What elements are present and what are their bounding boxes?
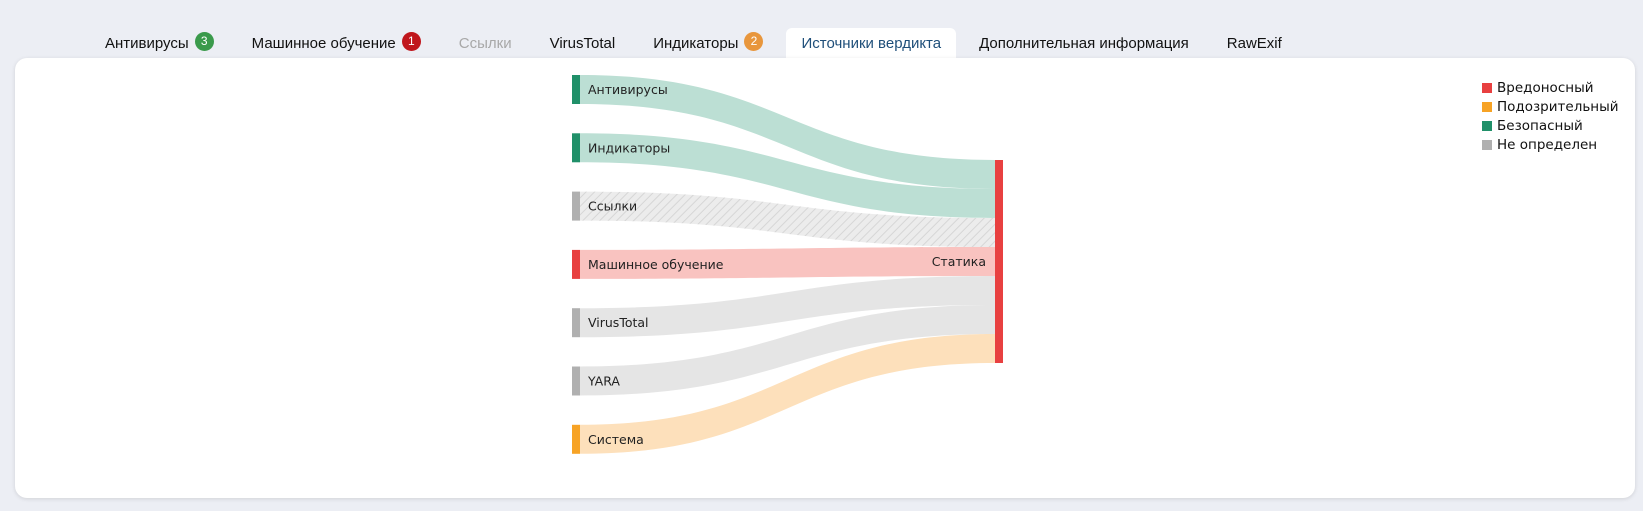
- tab-links: Ссылки: [444, 28, 527, 58]
- sankey-source-label: Индикаторы: [588, 140, 670, 155]
- legend-label: Подозрительный: [1497, 98, 1619, 115]
- tab-label: RawExif: [1226, 34, 1282, 52]
- sankey-source-node: [572, 249, 580, 279]
- sankey-source-label: Машинное обучение: [588, 257, 724, 272]
- tab-label: VirusTotal: [549, 34, 616, 52]
- legend-label: Безопасный: [1497, 117, 1583, 134]
- sankey-link: [580, 191, 995, 247]
- sankey-source-label: Антивирусы: [588, 82, 668, 97]
- tab-bar: Антивирусы 3 Машинное обучение 1 Ссылки Virus…: [90, 28, 1305, 58]
- sankey-chart: Антивирусы Индикаторы Ссылки Машинное обуче…: [572, 75, 1003, 454]
- legend-swatch: [1482, 82, 1492, 93]
- sankey-source-node: [572, 191, 580, 221]
- legend-item: Безопасный: [1482, 116, 1619, 135]
- legend-swatch: [1482, 120, 1492, 131]
- legend-label: Вредоносный: [1497, 79, 1594, 96]
- verdict-sources-panel: Антивирусы Индикаторы Ссылки Машинное обуче…: [15, 58, 1635, 498]
- sankey-target-label: Статика: [932, 254, 986, 269]
- sankey-links: [580, 75, 995, 454]
- sankey-source-node: [572, 424, 580, 454]
- tab-label: Индикаторы: [653, 34, 739, 52]
- tab-rawexif[interactable]: RawExif: [1212, 28, 1297, 58]
- sankey-link: [580, 247, 995, 279]
- chart-legend: Вредоносный Подозрительный Безопасный Не оп…: [1482, 78, 1619, 154]
- count-badge: 3: [194, 31, 214, 51]
- tab-antivirus[interactable]: Антивирусы 3: [90, 28, 229, 58]
- sankey-target-node: [995, 160, 1003, 363]
- tab-label: Ссылки: [458, 34, 512, 52]
- legend-swatch: [1482, 139, 1492, 150]
- sankey-link: [580, 334, 995, 454]
- sankey-source-node: [572, 75, 580, 104]
- tab-indicators[interactable]: Индикаторы 2: [638, 28, 778, 58]
- legend-label: Не определен: [1497, 136, 1598, 153]
- sankey-nodes: Антивирусы Индикаторы Ссылки Машинное обуче…: [572, 75, 1003, 454]
- count-badge: 1: [401, 31, 421, 51]
- sankey-link: [580, 133, 995, 218]
- sankey-source-label: Ссылки: [588, 199, 637, 214]
- tab-virustotal[interactable]: VirusTotal: [535, 28, 631, 58]
- tab-additional-info[interactable]: Дополнительная информация: [964, 28, 1204, 58]
- sankey-source-label: VirusTotal: [588, 315, 649, 330]
- sankey-source-node: [572, 366, 580, 396]
- sankey-source-label: Система: [588, 432, 644, 447]
- legend-swatch: [1482, 101, 1492, 112]
- tab-label: Машинное обучение: [251, 34, 396, 52]
- count-badge: 2: [744, 31, 764, 51]
- sankey-source-node: [572, 133, 580, 163]
- legend-item: Подозрительный: [1482, 97, 1619, 116]
- tab-label: Источники вердикта: [801, 34, 942, 52]
- sankey-link: [580, 305, 995, 396]
- tab-verdict-sources[interactable]: Источники вердикта: [786, 28, 957, 58]
- legend-item: Не определен: [1482, 135, 1619, 154]
- sankey-link: [580, 75, 995, 189]
- sankey-source-node: [572, 308, 580, 338]
- sankey-link: [580, 276, 995, 338]
- sankey-source-label: YARA: [587, 374, 620, 389]
- tab-machine-learning[interactable]: Машинное обучение 1: [237, 28, 436, 58]
- tab-label: Дополнительная информация: [979, 34, 1189, 52]
- tab-label: Антивирусы: [105, 34, 189, 52]
- legend-item: Вредоносный: [1482, 78, 1619, 97]
